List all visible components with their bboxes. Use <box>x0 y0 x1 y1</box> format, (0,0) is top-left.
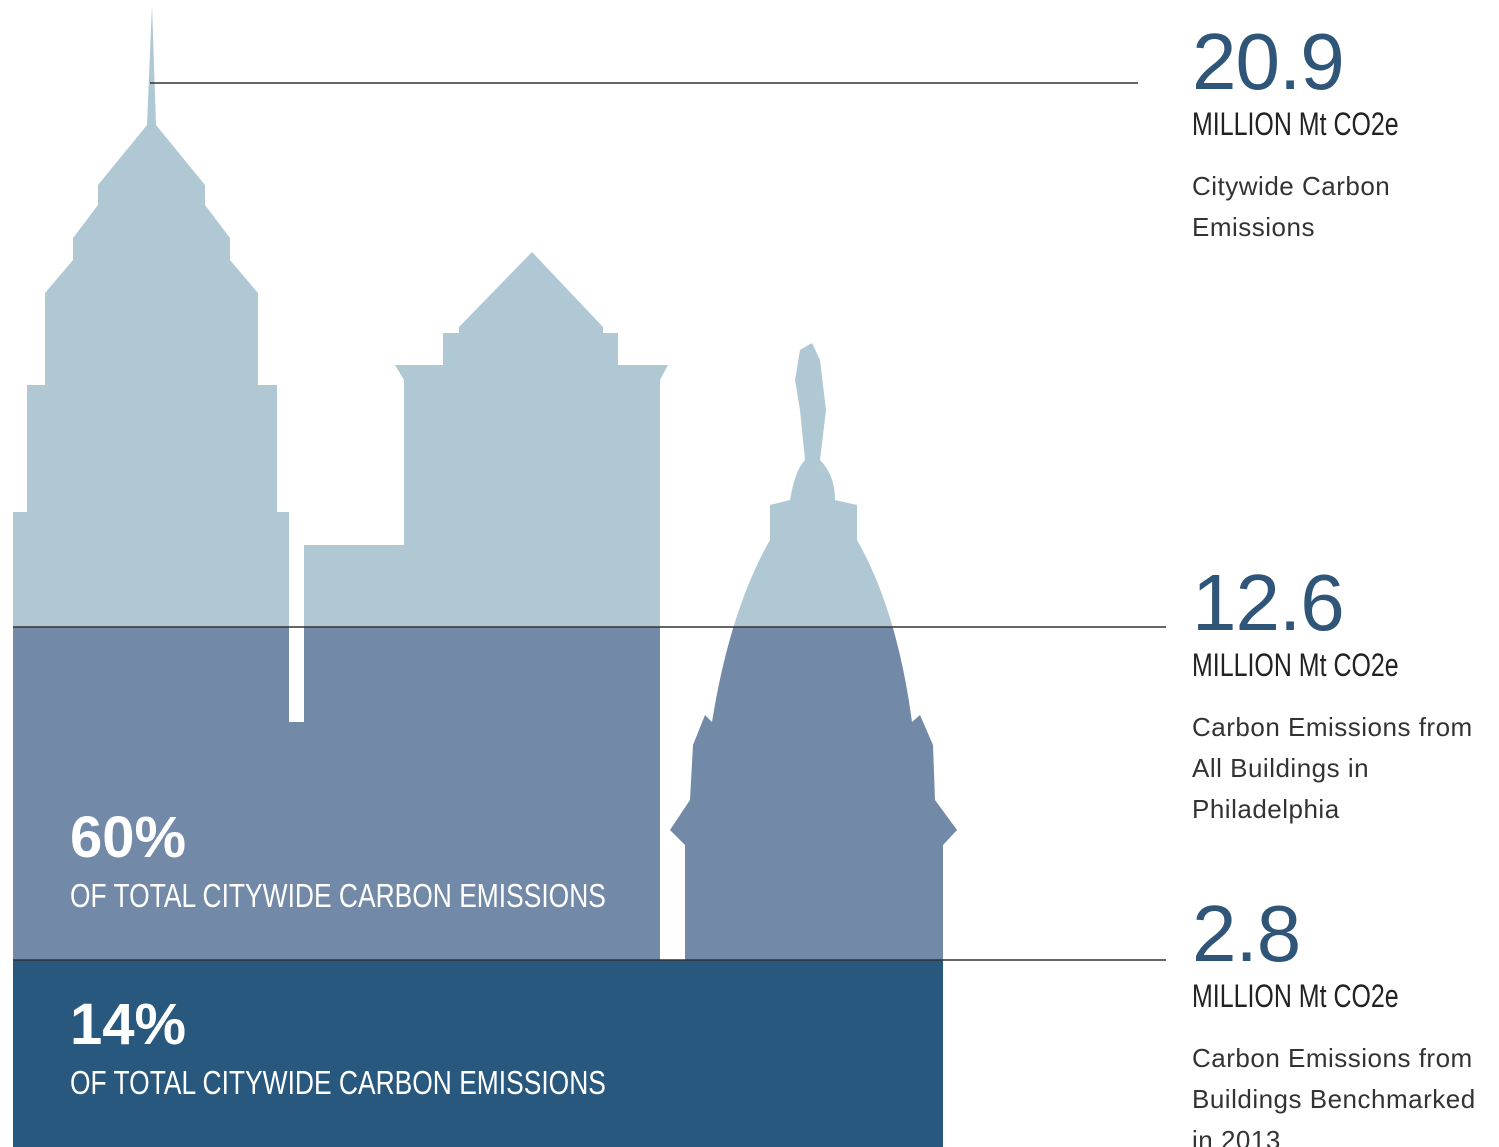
band-percent: 60% <box>70 805 187 870</box>
skyline-lower <box>13 960 943 1147</box>
stat: 2.8 MILLION Mt CO2e Carbon Emissions fro… <box>1192 894 1492 1147</box>
stat-unit: MILLION Mt CO2e <box>1192 647 1399 683</box>
stat: 20.9 MILLION Mt CO2e Citywide Carbon Emi… <box>1192 22 1492 248</box>
band-caption: OF TOTAL CITYWIDE CARBON EMISSIONS <box>70 877 606 914</box>
stat-label: Carbon Emissions from Buildings Benchmar… <box>1192 1043 1476 1147</box>
stat: 12.6 MILLION Mt CO2e Carbon Emissions fr… <box>1192 563 1492 830</box>
band-text: 60% OF TOTAL CITYWIDE CARBON EMISSIONS <box>70 808 740 916</box>
stat-unit: MILLION Mt CO2e <box>1192 106 1399 142</box>
stat-unit: MILLION Mt CO2e <box>1192 978 1399 1014</box>
stat-value: 12.6 <box>1192 558 1345 647</box>
stat-value: 2.8 <box>1192 889 1301 978</box>
stat-label: Citywide Carbon Emissions <box>1192 171 1391 242</box>
band-text: 14% OF TOTAL CITYWIDE CARBON EMISSIONS <box>70 995 740 1103</box>
stat-label: Carbon Emissions from All Buildings in P… <box>1192 712 1473 824</box>
band-caption: OF TOTAL CITYWIDE CARBON EMISSIONS <box>70 1064 606 1101</box>
band-percent: 14% <box>70 992 187 1057</box>
stat-value: 20.9 <box>1192 17 1345 106</box>
